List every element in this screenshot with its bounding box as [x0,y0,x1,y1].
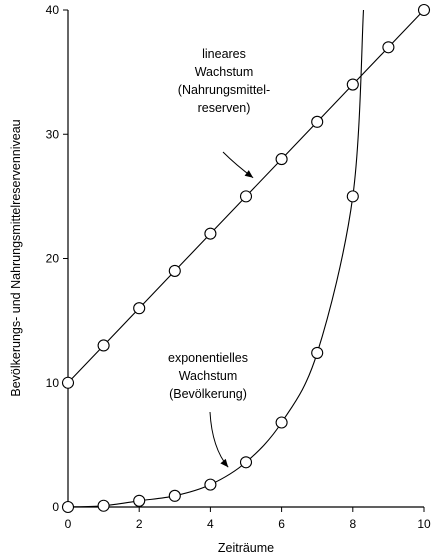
y-tick-label: 40 [46,3,60,17]
y-tick-label: 20 [46,252,60,266]
exponential-data-point [346,190,359,203]
y-tick-label: 30 [46,127,60,141]
linear-data-point [417,3,431,17]
x-tick-label: 0 [65,517,72,531]
exponential-data-point [133,494,146,507]
y-axis-title: Bevölkerungs- und Nahrungsmittelreserven… [9,119,23,396]
linear-data-point [61,376,75,389]
exponential-data-point [311,346,324,359]
x-tick-label: 4 [207,517,214,531]
linear-data-point [275,153,288,166]
exponential-data-point [275,416,288,429]
y-tick-label: 0 [52,500,59,514]
linear-data-point [97,339,110,352]
x-tick-label: 10 [417,517,431,531]
exponential-data-point [61,500,75,514]
linear-annotation-line: Wachstum [195,65,254,79]
exponential-data-point [97,499,110,512]
ticks: 0 2 4 6 8 10 0 10 20 30 40 [46,3,431,531]
exponential-annotation-line: exponentielles [168,351,248,365]
linear-data-point [204,227,217,240]
exponential-data-point [204,478,217,491]
exponential-data-point [239,456,253,469]
annotations: lineares Wachstum (Nahrungsmittel-reserven… [168,47,270,468]
linear-arrowhead [244,170,254,178]
linear-annotation-line: (Nahrungsmittel- [178,83,270,97]
exponential-annotation-line: Wachstum [179,369,238,383]
x-axis-title: Zeiträume [218,541,274,555]
exponential-data-point [168,489,181,502]
linear-data-point [239,190,253,203]
x-tick-label: 2 [136,517,143,531]
x-tick-label: 8 [349,517,356,531]
series [61,3,431,514]
linear-data-point [346,78,359,91]
linear-data-point [311,115,324,128]
linear-data-point [382,41,395,54]
exponential-annotation-arrow [209,411,229,468]
linear-annotation-line: lineares [202,47,246,61]
exponential-annotation-line: (Bevölkerung) [169,387,247,401]
y-tick-label: 10 [46,376,60,390]
exponential-arrowhead [220,458,229,468]
linear-data-point [133,302,146,315]
linear-annotation-line: reserven) [198,101,251,115]
x-tick-label: 6 [278,517,285,531]
linear-data-point [168,264,181,277]
